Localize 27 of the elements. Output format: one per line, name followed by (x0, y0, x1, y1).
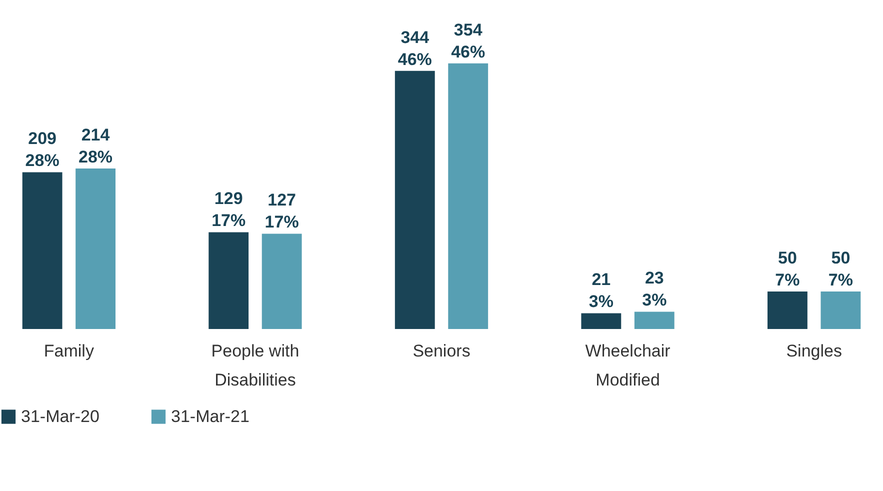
x-tick-label: Wheelchair Modified (585, 342, 671, 390)
bar (634, 312, 674, 329)
x-tick-label: Seniors (412, 342, 470, 360)
data-label: 354 46% (451, 20, 486, 62)
bar (820, 291, 861, 329)
data-label: 50 7% (775, 248, 800, 290)
x-tick-label: Singles (786, 342, 842, 360)
bar (208, 232, 249, 329)
data-label: 344 46% (398, 28, 432, 69)
data-label: 21 3% (588, 270, 614, 312)
x-tick-label: Family (44, 342, 94, 360)
bar (394, 70, 435, 329)
bar (768, 291, 808, 329)
legend-label: 31-Mar-20 (21, 406, 100, 426)
data-label: 127 17% (264, 190, 299, 232)
bar (76, 168, 116, 329)
bar (262, 234, 302, 329)
data-label: 23 3% (642, 268, 667, 310)
data-label: 209 28% (25, 129, 60, 170)
data-label: 50 7% (828, 248, 853, 290)
bar (22, 172, 62, 329)
legend-label: 31-Mar-21 (171, 406, 250, 426)
data-label: 129 17% (212, 189, 246, 230)
x-tick-label: People with Disabilities (211, 342, 300, 390)
bar (581, 313, 622, 329)
bar (448, 63, 488, 329)
data-label: 214 28% (78, 125, 113, 166)
